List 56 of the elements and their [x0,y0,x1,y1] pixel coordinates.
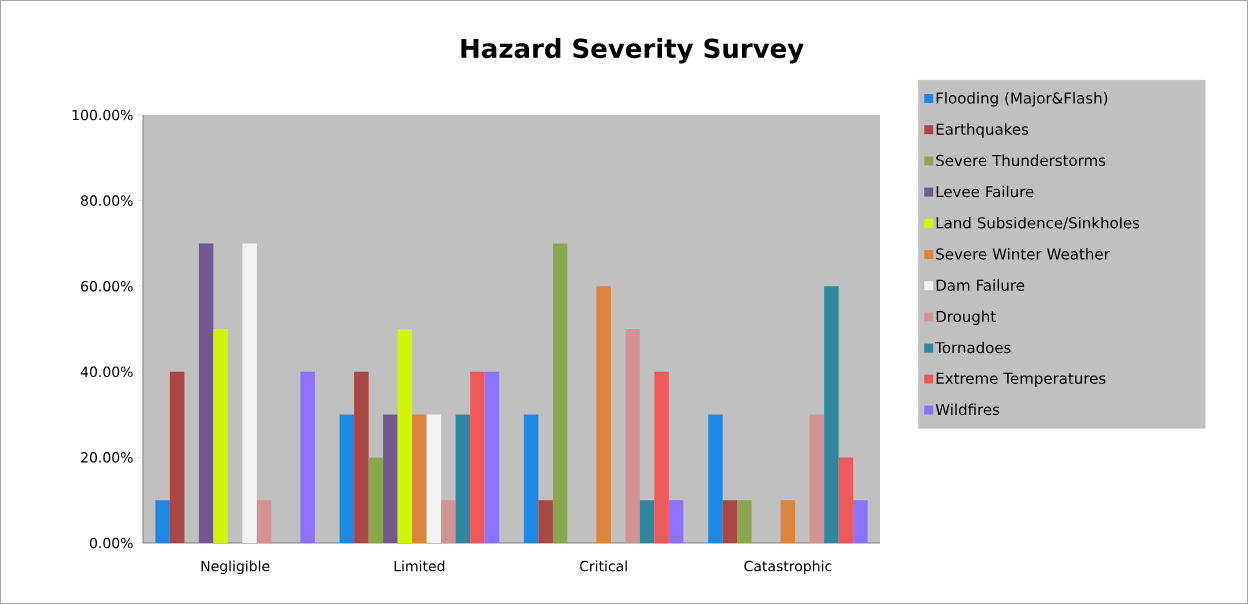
bar [809,414,825,543]
bar [780,500,796,543]
bar [213,328,228,543]
bar [625,328,640,543]
bar [300,371,315,543]
chart-title: Hazard Severity Survey [461,38,804,64]
y-tick-label: 60.00% [81,280,133,292]
bar [339,414,355,543]
bar [412,414,427,543]
bar [737,500,752,543]
bar [654,371,669,543]
bar [383,414,398,543]
bar [484,371,500,543]
bar [470,371,485,543]
bar [169,371,185,543]
legend-label: Levee Failure [936,185,1034,198]
bar [441,500,456,543]
bar [354,371,369,543]
y-tick-label: 20.00% [81,452,133,463]
bar [368,457,384,543]
bar [397,328,413,543]
bar [596,286,611,543]
legend-label: Severe Thunderstorms [936,154,1106,167]
bar [838,457,854,543]
bar [426,414,442,543]
legend-label: Land Subsidence/Sinkholes [936,216,1140,230]
legend-label: Earthquakes [936,123,1029,138]
y-tick-label: 0.00% [89,537,133,549]
legend-label: Severe Winter Weather [936,248,1110,260]
bar [668,500,684,543]
legend-label: Tornadoes [935,341,1011,354]
bar [256,500,272,543]
legend-label: Extreme Temperatures [936,372,1106,387]
bar [853,500,868,543]
y-tick-label: 80.00% [81,195,133,206]
x-tick-label: Catastrophic [744,560,832,575]
legend-label: Drought [936,310,996,325]
bar [242,243,257,543]
y-tick-label: 40.00% [80,366,133,378]
x-tick-label: Negligible [201,560,270,575]
bar [552,243,568,543]
x-tick-label: Limited [394,560,445,572]
legend-label: Flooding (Major&Flash) [936,92,1108,107]
y-tick-label: 100.00% [72,109,133,121]
bar [639,500,655,543]
bar [198,243,214,543]
x-tick-label: Critical [579,560,627,572]
bar [538,500,553,543]
bar [523,414,539,543]
legend-label: Dam Failure [936,279,1025,291]
bar [722,500,738,543]
bar [824,286,839,543]
bar [155,500,170,543]
bar [708,414,723,543]
bar [455,414,471,543]
legend-label: Wildfires [935,403,1000,416]
